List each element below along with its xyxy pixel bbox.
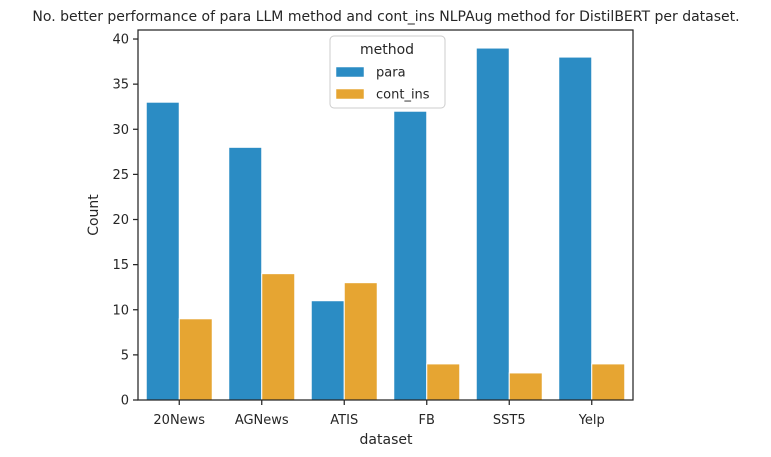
x-tick-label: AGNews xyxy=(235,413,289,428)
bar-para-AGNews xyxy=(228,146,263,401)
y-tick-label: 10 xyxy=(112,303,129,318)
chart-title: No. better performance of para LLM metho… xyxy=(32,9,739,25)
legend-title: method xyxy=(360,42,414,58)
x-tick-label: ATIS xyxy=(330,413,358,428)
bar-para-ATIS xyxy=(310,300,345,401)
legend-label-cont_ins: cont_ins xyxy=(376,88,430,103)
bar-cont_ins-Yelp xyxy=(591,363,626,401)
legend-label-para: para xyxy=(376,66,406,81)
bar-cont_ins-FB xyxy=(426,363,461,401)
x-axis-label: dataset xyxy=(360,432,413,448)
y-tick-label: 35 xyxy=(112,78,129,93)
y-tick-label: 15 xyxy=(112,258,129,273)
y-axis-label: Count xyxy=(86,194,102,236)
y-tick-label: 0 xyxy=(121,394,129,409)
plot-frame xyxy=(137,29,634,401)
legend-swatch-cont_ins xyxy=(335,88,365,100)
bar-cont_ins-SST5 xyxy=(508,372,543,401)
x-axis-ticks: 20News AGNews ATIS FB SST5 Yelp xyxy=(153,400,605,428)
x-tick-label: 20News xyxy=(153,413,205,428)
bar-para-SST5 xyxy=(475,47,510,401)
y-tick-label: 25 xyxy=(112,168,129,183)
bar-cont_ins-AGNews xyxy=(261,273,296,401)
legend: method para cont_ins xyxy=(329,35,446,109)
bar-cont_ins-ATIS xyxy=(343,282,378,401)
y-tick-label: 30 xyxy=(112,123,129,138)
y-axis-ticks: 0 5 10 15 20 25 30 35 40 xyxy=(112,33,138,409)
bar-cont_ins-20News xyxy=(178,318,213,401)
y-tick-label: 20 xyxy=(112,213,129,228)
x-tick-label: SST5 xyxy=(493,413,526,428)
bar-para-20News xyxy=(145,101,180,401)
legend-swatch-para xyxy=(335,66,365,78)
y-tick-label: 5 xyxy=(121,348,129,363)
x-tick-label: Yelp xyxy=(578,413,605,428)
y-tick-label: 40 xyxy=(112,33,129,48)
bar-para-FB xyxy=(393,110,428,401)
x-tick-label: FB xyxy=(419,413,435,428)
bar-para-Yelp xyxy=(558,56,593,401)
bars-group xyxy=(145,47,626,401)
